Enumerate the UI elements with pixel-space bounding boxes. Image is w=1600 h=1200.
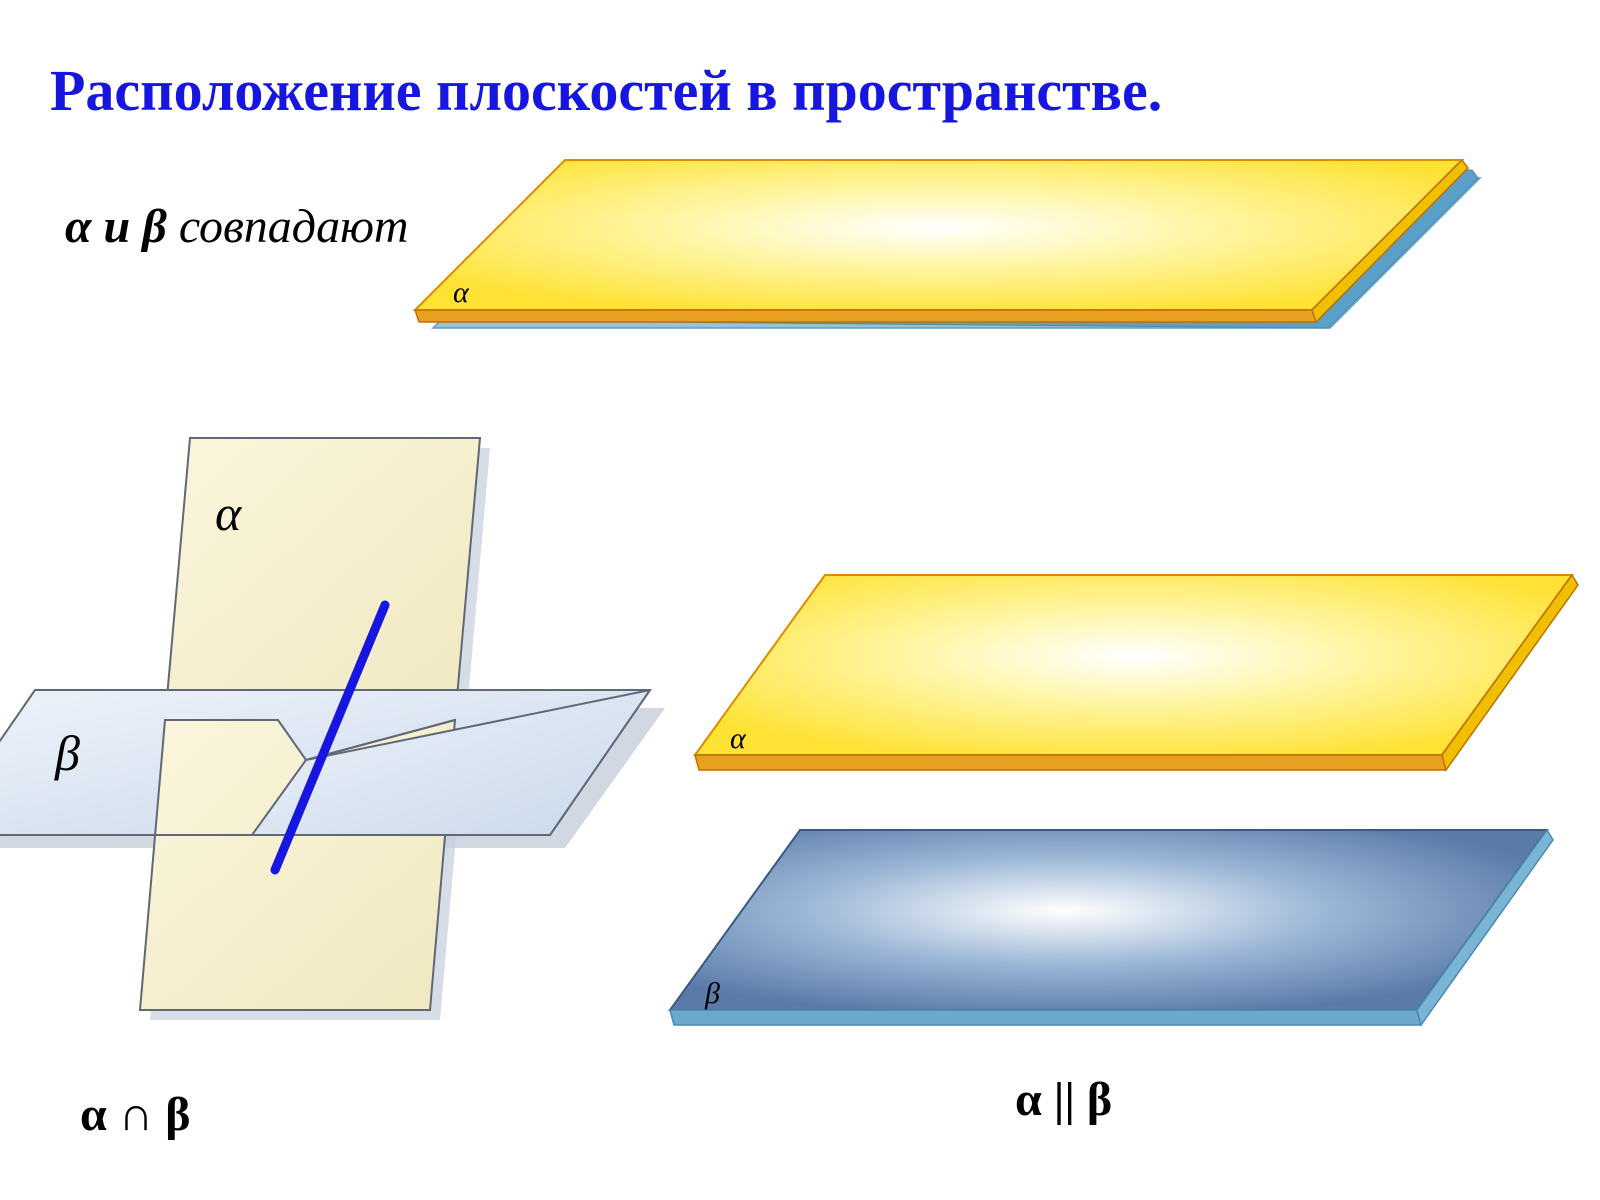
- alpha-label-parallel: α: [730, 722, 747, 755]
- coincident-caption: α и β совпадают: [65, 200, 409, 253]
- alpha-label-intersect: α: [215, 485, 243, 541]
- beta-label-parallel: β: [704, 977, 720, 1010]
- coincident-suffix: совпадают: [179, 200, 409, 253]
- coincident-prefix: α и β: [65, 200, 179, 253]
- intersecting-planes-group: α β: [0, 438, 665, 1020]
- alpha-label-coincident: α: [453, 276, 470, 309]
- parallel-planes-group: α β: [670, 575, 1578, 1025]
- intersect-caption: α ∩ β: [80, 1088, 191, 1141]
- coincident-planes-group: α: [415, 160, 1480, 328]
- diagram-canvas: Расположение плоскостей в пространстве. …: [0, 0, 1600, 1200]
- parallel-caption: α || β: [1015, 1073, 1112, 1126]
- page-title: Расположение плоскостей в пространстве.: [50, 58, 1162, 123]
- beta-label-intersect: β: [54, 725, 80, 781]
